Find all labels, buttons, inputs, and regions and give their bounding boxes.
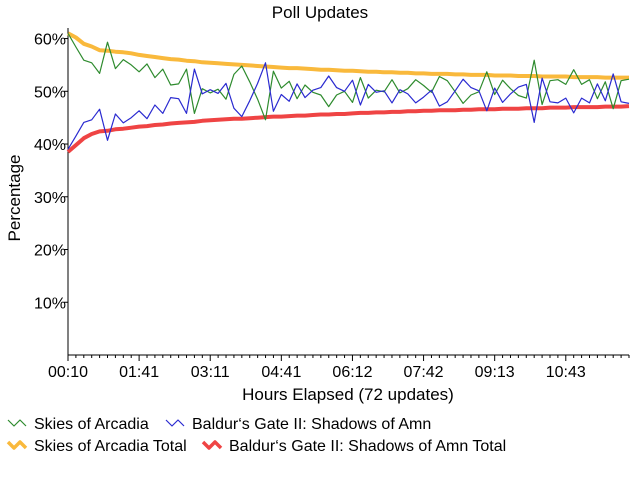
y-tick-label: 30% <box>34 190 66 207</box>
x-axis-title: Hours Elapsed (72 updates) <box>242 385 454 404</box>
x-tick-label: 00:10 <box>48 364 88 381</box>
series-line <box>67 31 629 80</box>
y-tick-label: 40% <box>34 137 66 154</box>
axes <box>67 28 629 356</box>
legend-label: Baldur‘s Gate II: Shadows of Amn Total <box>229 438 506 455</box>
series-line <box>67 62 630 150</box>
x-tick-label: 06:12 <box>332 364 372 381</box>
x-tick-label: 03:11 <box>191 364 230 381</box>
y-tick-label: 50% <box>34 84 66 101</box>
legend: Skies of Arcadia Baldur‘s Gate II: Shadow… <box>6 416 506 455</box>
x-tick-label: 04:41 <box>261 364 301 381</box>
legend-swatch <box>7 419 27 427</box>
y-axis-title: Percentage <box>5 155 24 242</box>
y-tick-label: 20% <box>34 243 66 260</box>
x-tick-label: 07:42 <box>404 364 444 381</box>
legend-swatch <box>201 440 223 450</box>
legend-label: Skies of Arcadia <box>34 416 149 433</box>
y-tick-label: 60% <box>34 32 66 49</box>
series-line <box>67 33 630 121</box>
y-axis-ticks: 10% 20% 30% 40% 50% 60% <box>34 32 68 312</box>
legend-label: Skies of Arcadia Total <box>34 438 187 455</box>
legend-label: Baldur‘s Gate II: Shadows of Amn <box>192 416 431 433</box>
plot-area <box>66 31 630 154</box>
chart-title: Poll Updates <box>272 3 368 22</box>
x-tick-label: 01:41 <box>119 364 159 381</box>
x-tick-label: 10:43 <box>546 364 586 381</box>
x-tick-label: 09:13 <box>475 364 515 381</box>
x-axis-ticks: 00:10 01:41 03:11 04:41 06:12 07:42 09:13 10:43 <box>48 355 630 381</box>
legend-swatch <box>6 440 28 450</box>
series-line <box>66 104 630 154</box>
legend-swatch <box>165 419 185 427</box>
y-tick-label: 10% <box>34 295 66 312</box>
